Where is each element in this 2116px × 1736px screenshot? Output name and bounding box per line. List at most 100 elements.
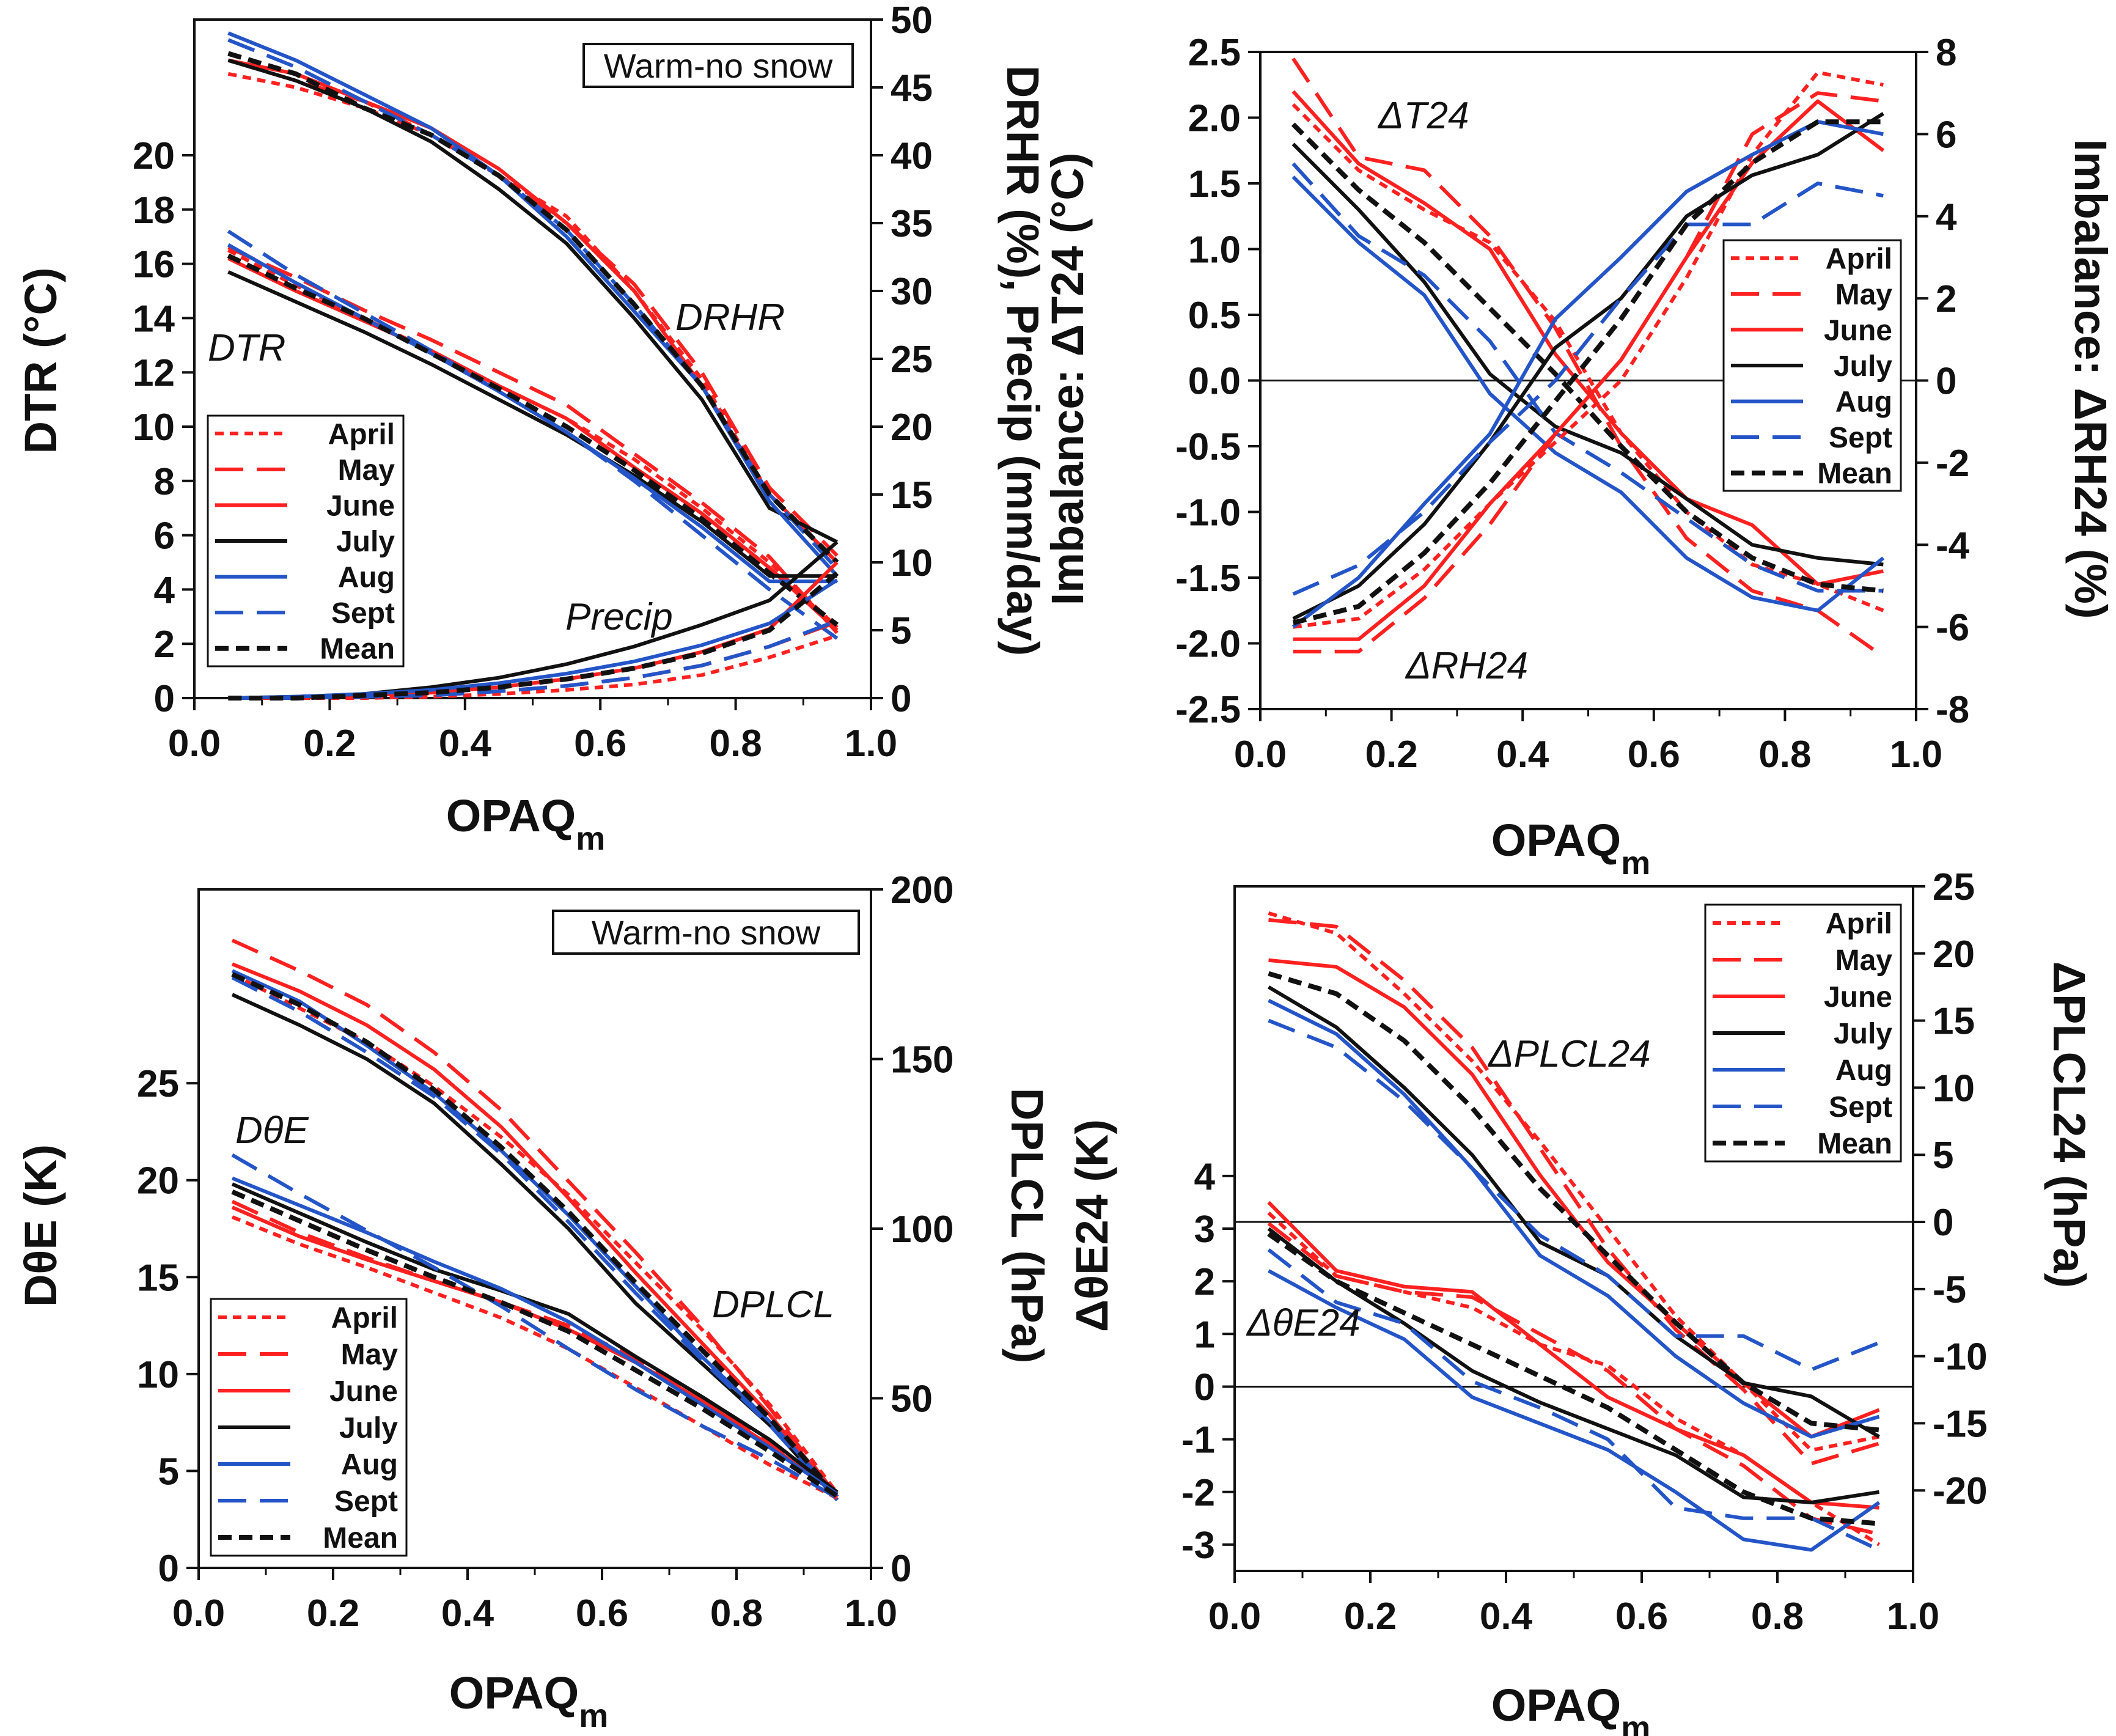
- series-line-june: [1291, 90, 1884, 586]
- y-left-tick-label: 0: [154, 678, 175, 720]
- series-group-0: [1267, 911, 1881, 1466]
- y-left-tick-label: 20: [133, 135, 175, 177]
- series-line-mean: [1292, 119, 1884, 625]
- condition-box: [552, 910, 860, 955]
- legend-label-aug: Aug: [341, 1449, 398, 1481]
- x-tick-label: 0.2: [1344, 1595, 1397, 1638]
- y-right-tick-label: 0: [891, 678, 911, 720]
- series-line-june: [231, 962, 839, 1498]
- x-axis-title: OPAQm: [1491, 1680, 1650, 1736]
- legend-label-may: May: [338, 454, 395, 487]
- annotation: Precip: [565, 596, 673, 638]
- y-left-tick-label: -0.5: [1175, 426, 1241, 468]
- legend-label-april: April: [328, 418, 395, 451]
- legend-label-sept: Sept: [1829, 1091, 1892, 1124]
- series-line-may: [1293, 91, 1884, 653]
- y-left-tick-label: 4: [154, 569, 175, 611]
- y-right-tick-label: 20: [1933, 933, 1975, 976]
- y-left-tick-label: 12: [133, 352, 175, 394]
- x-tick-label: 0.4: [439, 723, 492, 765]
- series-line-june: [1293, 99, 1885, 641]
- y-right-tick-label: 8: [1936, 32, 1956, 74]
- legend-label-sept: Sept: [334, 1485, 398, 1518]
- y-right-tick-label: 45: [891, 67, 933, 109]
- series-group-2: [228, 540, 839, 701]
- series-line-aug: [1268, 999, 1880, 1439]
- x-tick-label: 0.8: [710, 1592, 763, 1635]
- series-line-sept: [228, 619, 838, 700]
- annotation: ΔT24: [1377, 95, 1469, 137]
- annotation: ΔRH24: [1405, 645, 1528, 687]
- series-line-aug: [1291, 120, 1884, 628]
- y-left-tick-label: 2: [1194, 1261, 1215, 1303]
- legend-label-july: July: [1834, 350, 1892, 383]
- x-tick-label: 0.0: [172, 1592, 225, 1635]
- panels: 0.0 0.2 0.4 0.6 0.8 1.00246810121416182005101…: [15, 0, 2116, 1736]
- legend-label-may: May: [1835, 279, 1893, 311]
- series-line-sept: [231, 1153, 839, 1500]
- legend-label-mean: Mean: [1817, 458, 1892, 490]
- legend-label-sept: Sept: [331, 597, 395, 630]
- legend-label-sept: Sept: [1829, 422, 1892, 454]
- series-line-mean: [1291, 122, 1884, 594]
- y-left-tick-label: 2.0: [1188, 98, 1241, 140]
- series-line-july: [1292, 112, 1884, 620]
- series-group-1: [1291, 70, 1885, 653]
- series-line-aug: [227, 31, 839, 578]
- y-left-tick-label: -2.0: [1175, 623, 1241, 666]
- series-line-july: [227, 58, 838, 544]
- y-right-tick-label: 5: [1933, 1135, 1953, 1177]
- y-right-tick-label: 25: [1933, 866, 1975, 908]
- series-line-april: [231, 973, 839, 1495]
- x-tick-label: 0.6: [1628, 734, 1680, 776]
- y-left-tick-label: -1: [1181, 1419, 1215, 1462]
- y-right-tick-label: 150: [891, 1039, 953, 1081]
- series-line-june: [1267, 1201, 1879, 1510]
- legend-label-july: July: [336, 526, 395, 558]
- annotation: ΔPLCL24: [1487, 1033, 1651, 1075]
- x-tick-label: 1.0: [845, 1592, 897, 1635]
- series-line-july: [231, 993, 839, 1502]
- series-line-mean: [227, 253, 839, 627]
- legend-label-may: May: [1835, 944, 1893, 977]
- y-right-axis-title: ΔPLCL24 (hPa): [2044, 962, 2095, 1288]
- annotation: DRHR: [675, 296, 785, 339]
- y-left-tick-label: 10: [133, 406, 175, 449]
- y-right-tick-label: 35: [891, 203, 933, 245]
- series-line-may: [227, 246, 839, 634]
- y-right-tick-label: 20: [891, 406, 933, 449]
- series-line-sept: [1292, 182, 1884, 596]
- series-line-april: [1268, 911, 1880, 1452]
- series-line-may: [1291, 57, 1885, 658]
- legend-label-may: May: [341, 1339, 399, 1371]
- chart-p3: 0.0 0.2 0.4 0.6 0.8 1.00510152025050100150200…: [15, 869, 1052, 1734]
- y-right-tick-label: 10: [1933, 1067, 1975, 1109]
- series-group-0: [231, 938, 840, 1502]
- y-right-tick-label: -4: [1936, 524, 1970, 567]
- y-right-tick-label: 6: [1936, 114, 1956, 156]
- legend-label-aug: Aug: [338, 562, 395, 594]
- x-tick-label: 0.4: [441, 1592, 494, 1635]
- y-left-tick-label: 1: [1194, 1314, 1215, 1356]
- y-right-tick-label: 15: [891, 474, 933, 517]
- x-tick-label: 0.2: [307, 1592, 359, 1635]
- y-right-tick-label: -5: [1933, 1269, 1966, 1311]
- series-line-aug: [1291, 175, 1885, 612]
- y-left-tick-label: -2: [1181, 1472, 1215, 1514]
- legend-label-mean: Mean: [320, 633, 395, 666]
- series-group-1: [231, 1153, 839, 1500]
- condition-label: Warm-no snow: [592, 913, 821, 952]
- series-line-june: [231, 1205, 839, 1496]
- y-left-tick-label: 14: [133, 298, 175, 340]
- series-line-july: [231, 1182, 839, 1494]
- series-line-april: [1267, 1212, 1881, 1547]
- y-right-tick-label: -15: [1933, 1403, 1988, 1445]
- y-right-tick-label: 5: [891, 610, 911, 652]
- x-tick-label: 0.2: [1365, 734, 1417, 776]
- series-group-0: [227, 31, 839, 578]
- y-left-tick-label: 18: [133, 189, 175, 232]
